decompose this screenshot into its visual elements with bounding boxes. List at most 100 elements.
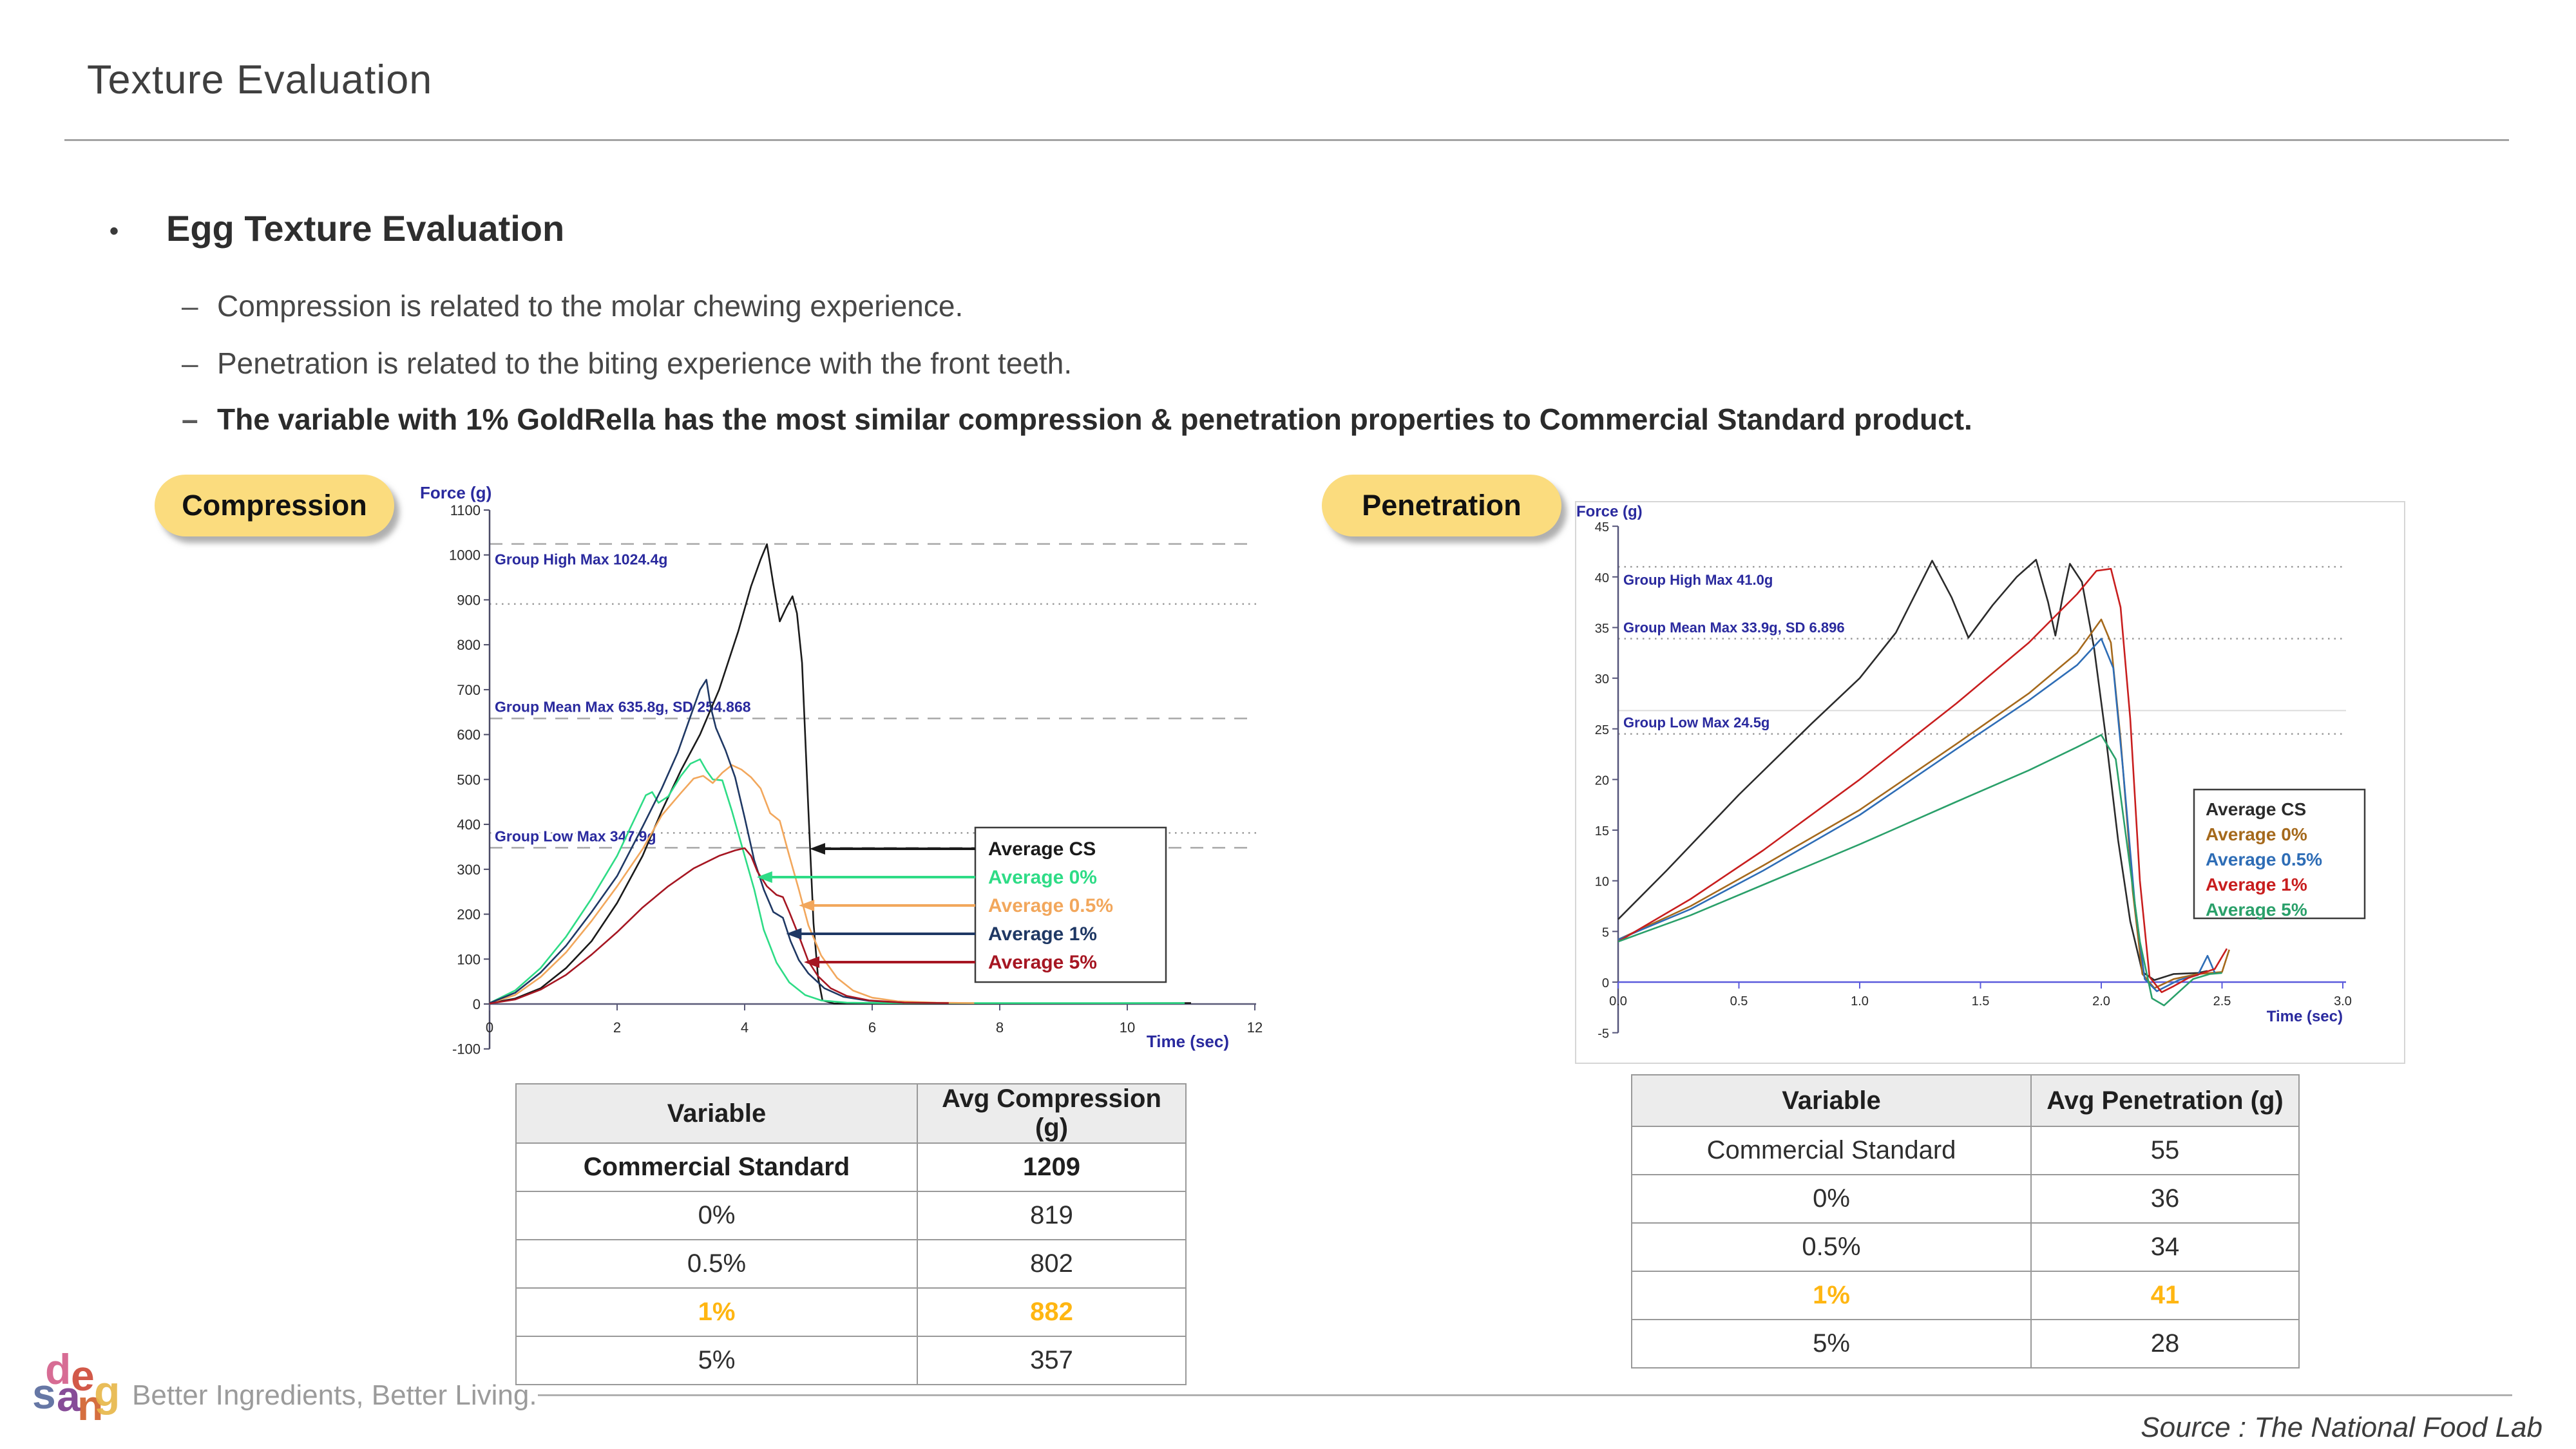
logo-letter: g	[94, 1367, 120, 1415]
legend-entry: Average CS	[988, 838, 1096, 860]
cell-variable: 0.5%	[515, 1239, 918, 1289]
y-tick-label: 600	[457, 727, 481, 743]
legend-entry: Average CS	[2206, 799, 2306, 819]
x-tick-label: 0	[486, 1019, 493, 1036]
series-average-5	[489, 847, 949, 1005]
y-tick-label: -5	[1598, 1027, 1609, 1041]
legend-box	[974, 826, 1167, 983]
bullet-heading: • Egg Texture Evaluation	[110, 207, 564, 249]
legend-entry: Average 5%	[2206, 900, 2307, 920]
x-axis-title: Time (sec)	[2267, 1008, 2343, 1025]
y-tick-label: 100	[457, 951, 481, 967]
x-tick-label: 10	[1120, 1019, 1135, 1036]
column-header-variable: Variable	[515, 1083, 918, 1144]
compression-badge: Compression	[155, 475, 394, 536]
x-tick-label: 1.5	[1972, 994, 1990, 1009]
x-tick-label: 2.0	[2092, 994, 2110, 1009]
y-tick-label: -100	[452, 1041, 481, 1057]
column-header-avg-penetration: Avg Penetration (g)	[2030, 1074, 2300, 1127]
cell-value: 34	[2030, 1222, 2300, 1272]
legend-arrowhead	[809, 843, 825, 855]
legend-arrowhead	[756, 871, 772, 883]
cell-value: 41	[2030, 1271, 2300, 1320]
y-tick-label: 5	[1602, 925, 1609, 940]
cell-value: 882	[917, 1287, 1187, 1337]
cell-value: 819	[917, 1191, 1187, 1240]
cell-variable: 1%	[515, 1287, 918, 1337]
series-average-1	[489, 679, 904, 1004]
x-tick-label: 4	[741, 1019, 749, 1036]
cell-variable: Commercial Standard	[1631, 1126, 2032, 1175]
column-header-variable: Variable	[1631, 1074, 2032, 1127]
title-divider	[64, 139, 2509, 141]
y-tick-label: 700	[457, 682, 481, 698]
cell-value: 28	[2030, 1319, 2300, 1368]
logo-letter: s	[32, 1370, 56, 1417]
x-tick-label: 12	[1247, 1019, 1263, 1036]
annotation-label: Group Mean Max 635.8g, SD 254.868	[495, 699, 751, 715]
y-tick-label: 40	[1595, 571, 1609, 585]
table-row: 1% 882	[515, 1287, 1187, 1337]
annotation-label: Group Low Max 24.5g	[1623, 715, 1770, 731]
legend-entry: Average 0.5%	[988, 895, 1113, 916]
x-axis-title: Time (sec)	[1147, 1032, 1229, 1051]
legend-arrowhead	[799, 900, 815, 911]
cell-variable: 5%	[1631, 1319, 2032, 1368]
cell-value: 802	[917, 1239, 1187, 1289]
y-tick-label: 400	[457, 817, 481, 833]
sub-bullet-conclusion: – The variable with 1% GoldRella has the …	[182, 402, 1972, 437]
legend-entry: Average 0%	[988, 867, 1097, 888]
cell-value: 36	[2030, 1174, 2300, 1224]
table-header-row: Variable Avg Penetration (g)	[1631, 1074, 2300, 1127]
series-average-0	[489, 758, 1185, 1004]
source-credit: Source : The National Food Lab	[2141, 1412, 2543, 1443]
sub-bullet-text: The variable with 1% GoldRella has the m…	[217, 402, 1972, 436]
y-tick-label: 15	[1595, 824, 1609, 838]
penetration-chart: 45 40 35 30 25 20 15 10 5 0 -5 0.0 0.5 1.0 1.5 2.0 2.5 3.…	[1575, 501, 2405, 1064]
table-header-row: Variable Avg Compression (g)	[515, 1083, 1187, 1144]
sub-bullet-penetration: – Penetration is related to the biting ex…	[182, 346, 1072, 381]
series-average-0-5	[489, 764, 975, 1004]
bullet-heading-text: Egg Texture Evaluation	[166, 208, 565, 249]
annotation-label: Group High Max 41.0g	[1623, 572, 1773, 588]
y-tick-label: 25	[1595, 723, 1609, 737]
cell-variable: Commercial Standard	[515, 1142, 918, 1192]
x-tick-label: 2.5	[2213, 994, 2231, 1009]
annotation-label: Group High Max 1024.4g	[495, 551, 667, 568]
dash-icon: –	[182, 346, 198, 380]
legend-box	[2193, 788, 2366, 920]
x-tick-label: 6	[868, 1019, 876, 1036]
table-row: Commercial Standard 1209	[515, 1142, 1187, 1192]
y-tick-label: 900	[457, 592, 481, 608]
table-row: 1% 41	[1631, 1271, 2300, 1320]
cell-value: 357	[917, 1336, 1187, 1385]
y-tick-label: 200	[457, 907, 481, 923]
dash-icon: –	[182, 289, 198, 323]
y-tick-label: 35	[1595, 621, 1609, 636]
y-tick-label: 45	[1595, 520, 1609, 535]
table-row: 0% 36	[1631, 1174, 2300, 1224]
footer-tagline: Better Ingredients, Better Living.	[132, 1379, 537, 1411]
y-tick-label: 30	[1595, 672, 1609, 687]
legend-entry: Average 0%	[2206, 824, 2307, 844]
bullet-dot-icon: •	[110, 216, 119, 245]
table-row: 0.5% 802	[515, 1239, 1187, 1289]
x-tick-label: 1.0	[1851, 994, 1869, 1009]
y-tick-label: 1000	[449, 547, 481, 564]
x-tick-label: 2	[613, 1019, 621, 1036]
penetration-badge: Penetration	[1322, 475, 1561, 536]
legend-arrowhead	[786, 928, 802, 940]
footer-divider	[538, 1394, 2512, 1396]
series-average-0	[1617, 618, 2230, 989]
sub-bullet-text: Compression is related to the molar chew…	[217, 289, 964, 323]
compression-chart: 110010009008007006005004003002001000-100…	[419, 482, 1263, 1071]
logo-letter: d	[45, 1345, 72, 1393]
y-axis-title: Force (g)	[420, 483, 491, 502]
logo-letter: e	[71, 1352, 95, 1399]
y-tick-label: 0	[1602, 976, 1609, 990]
table-row: 5% 357	[515, 1336, 1187, 1385]
series-average-5	[1617, 734, 2222, 1007]
series-average-1	[1617, 567, 2228, 994]
